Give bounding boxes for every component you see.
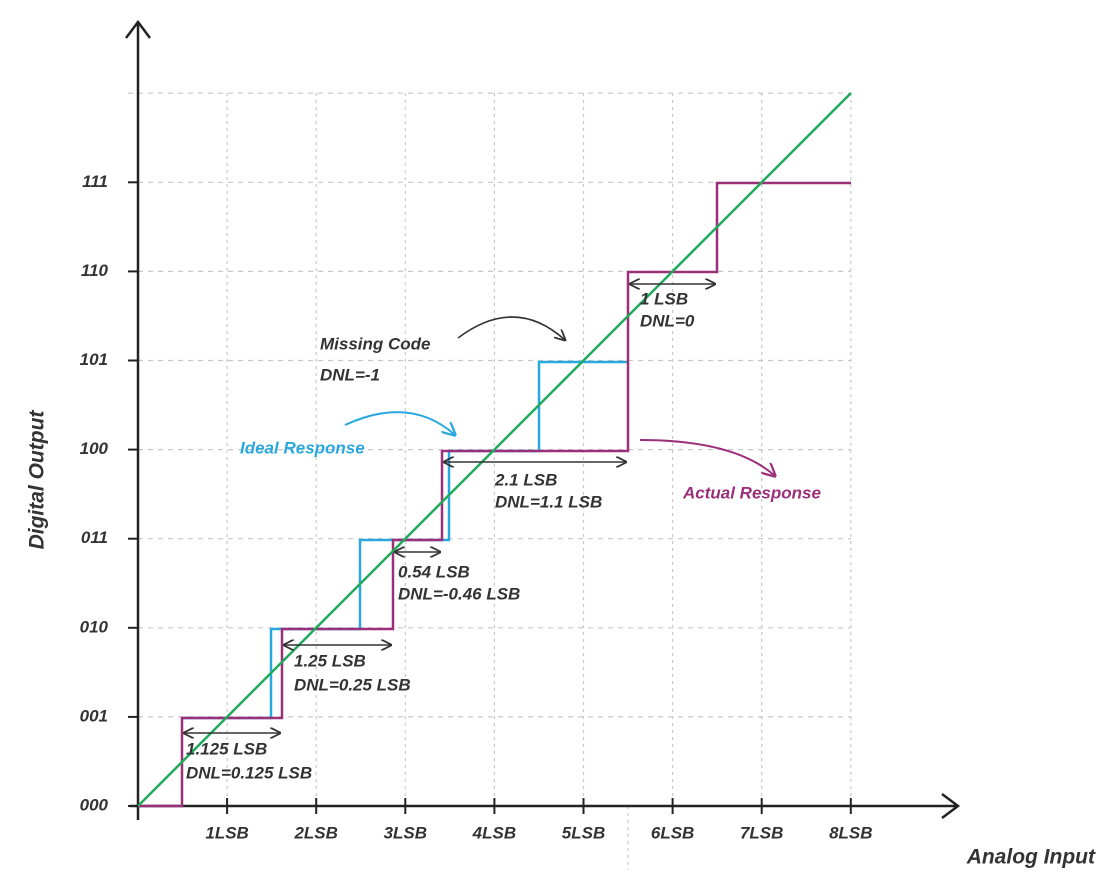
annotation: DNL=1.1 LSB: [495, 492, 602, 511]
annotation: DNL=0.25 LSB: [294, 675, 411, 694]
annotation: DNL=0: [640, 311, 695, 330]
legend-label: Actual Response: [682, 483, 821, 502]
y-tick-label: 101: [80, 350, 108, 369]
grid: [128, 92, 852, 870]
tick-labels: 000 001 010 011 100 101 110 111 1LSB 2LSB 3LSB 4LSB…: [80, 172, 873, 843]
annotation: DNL=-0.46 LSB: [398, 584, 520, 603]
annotation: DNL=-1: [320, 365, 380, 384]
legend-label: Ideal Response: [240, 438, 365, 457]
annotation: 1 LSB: [640, 289, 688, 308]
missing-code-arrow: [457, 316, 565, 340]
x-tick-label: 5LSB: [562, 823, 605, 842]
annotation: 0.54 LSB: [398, 562, 470, 581]
annotation: 2.1 LSB: [494, 470, 557, 489]
annotation: DNL=0.125 LSB: [186, 763, 312, 782]
x-axis-title: Analog Input: [966, 846, 1096, 869]
x-tick-label: 1LSB: [205, 823, 248, 842]
x-tick-label: 4LSB: [472, 823, 516, 842]
y-tick-label: 110: [81, 261, 109, 280]
x-tick-label: 6LSB: [651, 823, 694, 842]
actual-arrow: [639, 439, 775, 476]
actual-response: [138, 181, 851, 808]
y-tick-label: 100: [80, 439, 109, 458]
ideal-arrow: [344, 411, 455, 435]
y-axis: [125, 19, 151, 820]
y-axis-title: Digital Output: [26, 410, 49, 550]
x-axis: [130, 793, 961, 819]
y-tick-label: 111: [82, 172, 108, 191]
x-tick-label: 3LSB: [384, 823, 427, 842]
annotation: Missing Code: [320, 334, 431, 353]
x-tick-label: 7LSB: [740, 823, 783, 842]
y-tick-label: 001: [80, 706, 108, 725]
y-tick-label: 000: [80, 795, 109, 814]
ideal-line: [137, 92, 852, 807]
annotation: 1.125 LSB: [186, 739, 267, 758]
y-tick-label: 010: [80, 617, 109, 636]
x-tick-label: 2LSB: [293, 823, 337, 842]
y-tick-label: 011: [81, 528, 108, 547]
x-tick-label: 8LSB: [829, 823, 872, 842]
annotation: 1.25 LSB: [294, 651, 366, 670]
